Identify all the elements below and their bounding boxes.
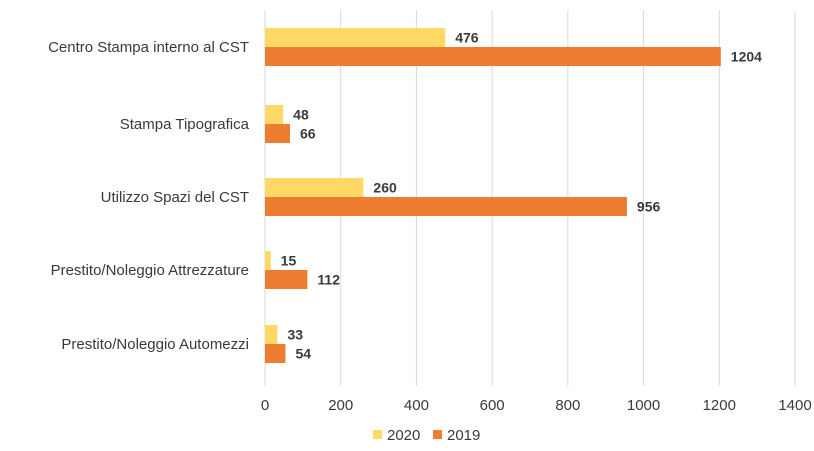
x-tick-label: 1000 xyxy=(627,397,660,414)
legend-swatch-2019 xyxy=(433,430,442,439)
legend-label: 2019 xyxy=(447,427,480,444)
labels: 0 200 400 600 800 1000 1200 1400 Centro Stampa i… xyxy=(48,30,812,415)
x-tick-label: 600 xyxy=(480,397,505,414)
bar-2020 xyxy=(265,325,278,344)
bar-2020 xyxy=(265,178,364,197)
data-label: 54 xyxy=(295,346,311,362)
category-label: Prestito/Noleggio Attrezzature xyxy=(51,262,249,279)
category-label: Stampa Tipografica xyxy=(120,116,250,133)
data-label: 112 xyxy=(317,272,340,288)
bar-2020 xyxy=(265,28,446,47)
data-label: 1204 xyxy=(731,49,762,65)
x-tick-label: 1400 xyxy=(778,397,811,414)
data-label: 33 xyxy=(287,327,303,343)
data-label: 15 xyxy=(281,253,297,269)
legend-label: 2020 xyxy=(387,427,420,444)
bar-2019 xyxy=(265,124,290,143)
category-label: Utilizzo Spazi del CST xyxy=(101,189,249,206)
bar-2020 xyxy=(265,251,271,270)
data-label: 956 xyxy=(637,199,661,215)
bar-2019 xyxy=(265,344,286,363)
data-label: 48 xyxy=(293,107,309,123)
bar-2019 xyxy=(265,47,721,66)
bar-2019 xyxy=(265,197,627,216)
bar-2019 xyxy=(265,270,308,289)
x-tick-label: 800 xyxy=(555,397,580,414)
x-tick-label: 200 xyxy=(328,397,353,414)
data-label: 476 xyxy=(455,30,479,46)
x-tick-label: 400 xyxy=(404,397,429,414)
bar-2020 xyxy=(265,105,284,124)
x-tick-label: 1200 xyxy=(703,397,736,414)
category-label: Centro Stampa interno al CST xyxy=(48,39,249,56)
bars xyxy=(265,28,721,363)
data-label: 66 xyxy=(300,126,316,142)
legend-swatch-2020 xyxy=(373,430,382,439)
category-label: Prestito/Noleggio Automezzi xyxy=(61,336,249,353)
legend: 2020 2019 xyxy=(373,427,480,444)
x-tick-label: 0 xyxy=(261,397,269,414)
data-label: 260 xyxy=(373,180,397,196)
